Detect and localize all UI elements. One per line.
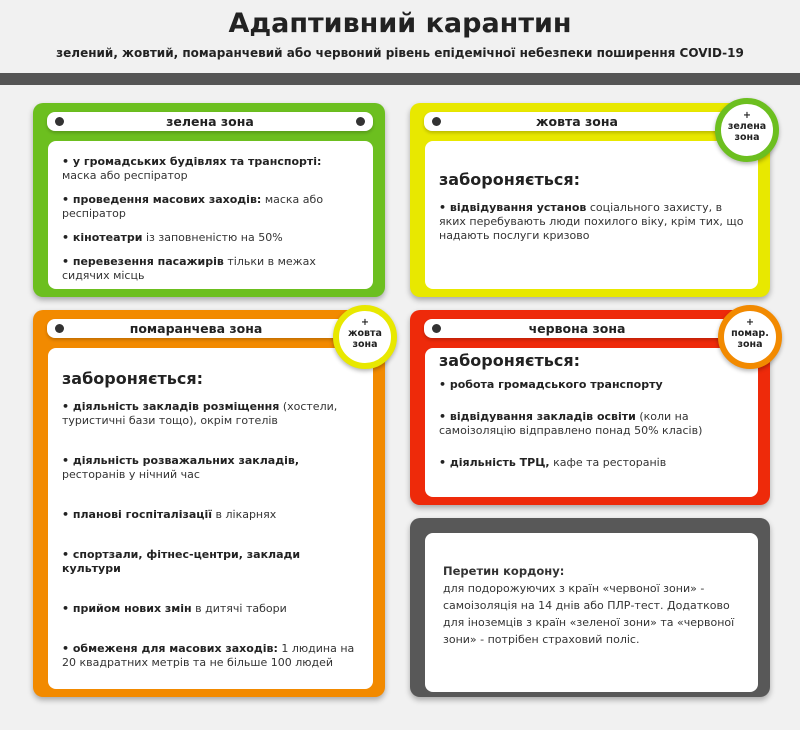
list-item: • проведення масових заходів: маска або … <box>62 193 359 221</box>
dot-icon <box>55 324 64 333</box>
includes-badge: + зелена зона <box>715 98 779 162</box>
orange-zone-card: помаранчева зона забороняється: • діяльні… <box>33 305 397 697</box>
item-bold: • кінотеатри <box>62 231 143 244</box>
divider <box>0 73 800 85</box>
item-text: в лікарнях <box>212 508 277 521</box>
list-item: • у громадських будівлях та транспорті: … <box>62 155 359 183</box>
zone-header: зелена зона <box>47 112 373 131</box>
list-item: • діяльність розважальних закладів, рест… <box>62 454 359 482</box>
forbidden-heading: забороняється: <box>62 369 204 388</box>
item-bold: • відвідування установ <box>439 201 587 214</box>
badge-text: зона <box>734 132 760 143</box>
item-bold: • обмеженя для масових заходів: <box>62 642 278 655</box>
zone-header: помаранчева зона <box>47 319 345 338</box>
list-item: • перевезення пасажирів тільки в межах с… <box>62 255 359 283</box>
badge-text: помар. <box>731 328 769 339</box>
red-zone-card: червона зона забороняється: • робота гром… <box>410 305 782 505</box>
item-bold: • спортзали, фітнес-центри, заклади куль… <box>62 548 301 575</box>
list-item: • спортзали, фітнес-центри, заклади куль… <box>62 548 359 576</box>
dot-icon <box>356 117 365 126</box>
includes-badge: + помар. зона <box>718 305 782 369</box>
item-text: (коли на самоізоляцію відправлено понад … <box>439 410 703 437</box>
list-item: • відвідування установ соціального захис… <box>439 201 744 243</box>
badge-text: жовта <box>348 328 382 339</box>
item-text: в дитячі табори <box>191 602 287 615</box>
dot-icon <box>432 117 441 126</box>
list-item: • діяльність ТРЦ, кафе та ресторанів <box>439 456 744 470</box>
green-zone-card: зелена зона • у громадських будівлях та … <box>33 103 385 297</box>
zone-content: забороняється: • робота громадського тран… <box>425 348 758 497</box>
dot-icon <box>55 117 64 126</box>
item-bold: • діяльність ТРЦ, <box>439 456 550 469</box>
zone-label: зелена зона <box>166 114 254 129</box>
item-bold: • діяльність закладів розміщення <box>62 400 280 413</box>
badge-text: зона <box>737 339 763 350</box>
list-item: • кінотеатри із заповненістю на 50% <box>62 231 359 245</box>
badge-text: зона <box>352 339 378 350</box>
list-item: • робота громадського транспорту <box>439 378 744 392</box>
badge-text: + <box>746 317 754 328</box>
item-text: тільки в межах сидячих місць <box>62 255 316 282</box>
item-text: маска або респіратор <box>62 193 324 220</box>
border-crossing-card: Перетин кордону: для подорожуючих з краї… <box>410 518 770 697</box>
zone-content: • у громадських будівлях та транспорті: … <box>48 141 373 289</box>
item-text: кафе та ресторанів <box>549 456 667 469</box>
item-text: із заповненістю на 50% <box>142 231 283 244</box>
zone-content: забороняється: • відвідування установ соц… <box>425 141 758 289</box>
page-subtitle: зелений, жовтий, помаранчевий або червон… <box>56 46 744 60</box>
yellow-zone-card: жовта зона забороняється: • відвідування … <box>410 98 779 297</box>
item-bold: • у громадських будівлях та транспорті: <box>62 155 322 168</box>
dot-icon <box>432 324 441 333</box>
item-text: ресторанів у нічний час <box>62 468 200 481</box>
zone-header: червона зона <box>424 319 730 338</box>
badge-text: зелена <box>727 121 767 132</box>
zone-label: помаранчева зона <box>129 321 263 336</box>
item-bold: • перевезення пасажирів <box>62 255 224 268</box>
list-item: • планові госпіталізації в лікарнях <box>62 508 359 522</box>
zone-content: забороняється: • діяльність закладів розм… <box>48 348 373 689</box>
list-item: • прийом нових змін в дитячі табори <box>62 602 359 616</box>
includes-badge: + жовта зона <box>333 305 397 369</box>
badge-text: + <box>743 110 751 121</box>
item-bold: • планові госпіталізації <box>62 508 212 521</box>
item-bold: • прийом нових змін <box>62 602 192 615</box>
item-bold: • діяльність розважальних закладів, <box>62 454 300 467</box>
item-text: маска або респіратор <box>62 169 188 182</box>
list-item: • відвідування закладів освіти (коли на … <box>439 410 744 438</box>
item-bold: • відвідування закладів освіти <box>439 410 636 423</box>
zone-header: жовта зона <box>424 112 730 131</box>
border-content: Перетин кордону: для подорожуючих з краї… <box>425 533 758 692</box>
forbidden-heading: забороняється: <box>439 351 581 370</box>
item-text: (хостели, туристичні бази тощо), окрім г… <box>62 400 338 427</box>
zone-label: червона зона <box>528 321 626 336</box>
list-item: • діяльність закладів розміщення (хостел… <box>62 400 359 428</box>
border-text: для подорожуючих з країн «червоної зони»… <box>443 582 735 646</box>
zone-label: жовта зона <box>536 114 618 129</box>
page-title: Адаптивний карантин <box>228 8 572 39</box>
badge-text: + <box>361 317 369 328</box>
item-bold: • проведення масових заходів: <box>62 193 262 206</box>
forbidden-heading: забороняється: <box>439 170 581 189</box>
list-item: • обмеженя для масових заходів: 1 людина… <box>62 642 359 670</box>
item-text: соціального захисту, в яких перебувають … <box>439 201 744 242</box>
item-text: 1 людина на 20 квадратних метрів та не б… <box>62 642 355 669</box>
item-bold: • робота громадського транспорту <box>439 378 663 391</box>
border-heading: Перетин кордону: <box>443 564 565 578</box>
